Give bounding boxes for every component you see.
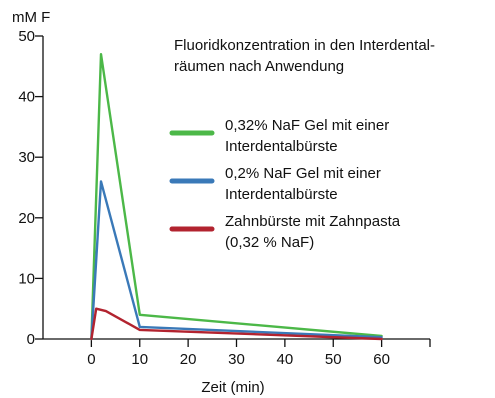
- y-axis-ticks: 0 10 20 30 40 50: [18, 28, 43, 348]
- x-tick-label: 40: [277, 351, 294, 368]
- chart-title-line: räumen nach Anwendung: [174, 58, 344, 75]
- legend: 0,32% NaF Gel mit einer Interdentalbürste…: [169, 117, 401, 251]
- x-tick-label: 30: [228, 351, 245, 368]
- legend-label-1: 0,32% NaF Gel mit einer: [225, 117, 389, 134]
- y-tick-label: 20: [18, 210, 35, 227]
- series-line-3: [90, 307, 383, 341]
- x-tick-label: 0: [87, 351, 95, 368]
- series-line-2: [90, 180, 383, 341]
- legend-label-1: Interdentalbürste: [225, 138, 338, 155]
- x-tick-label: 10: [131, 351, 148, 368]
- x-axis-label: Zeit (min): [201, 379, 264, 396]
- y-tick-label: 0: [27, 331, 35, 348]
- legend-label-3: Zahnbürste mit Zahnpasta: [225, 213, 401, 230]
- legend-label-3: (0,32 % NaF): [225, 234, 314, 251]
- x-tick-label: 50: [325, 351, 342, 368]
- series-lines: [90, 53, 383, 341]
- x-tick-label: 60: [373, 351, 390, 368]
- y-tick-label: 40: [18, 89, 35, 106]
- chart-title: Fluoridkonzentration in den Interdental-…: [174, 37, 435, 75]
- y-axis-label: mM F: [12, 9, 50, 26]
- y-tick-label: 50: [18, 28, 35, 45]
- series-line-1: [90, 53, 383, 341]
- y-tick-label: 30: [18, 149, 35, 166]
- x-axis-ticks: 0 10 20 30 40 50 60: [87, 339, 431, 368]
- x-tick-label: 20: [180, 351, 197, 368]
- legend-label-2: Interdentalbürste: [225, 186, 338, 203]
- legend-label-2: 0,2% NaF Gel mit einer: [225, 165, 381, 182]
- y-tick-label: 10: [18, 270, 35, 287]
- chart-title-line: Fluoridkonzentration in den Interdental-: [174, 37, 435, 54]
